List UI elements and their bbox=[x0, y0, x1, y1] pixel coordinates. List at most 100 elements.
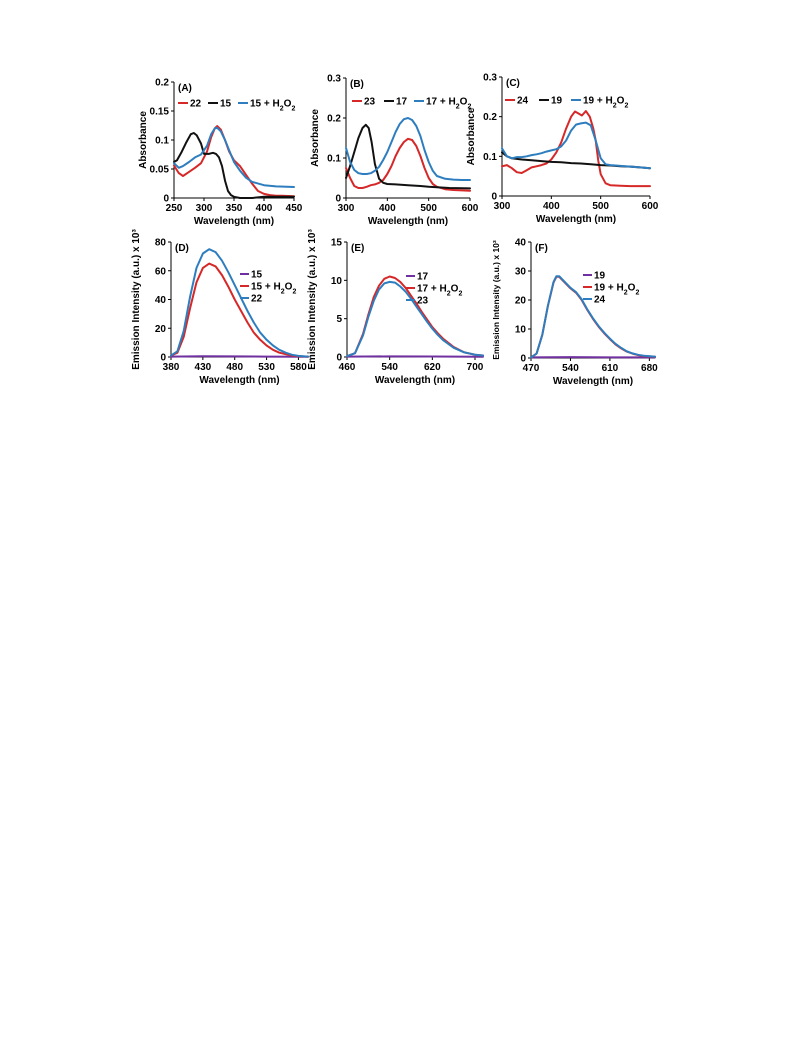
x-tick-label: 580 bbox=[290, 362, 307, 373]
panel-f: 470 540 610 680 0 10 20 30 40 Wavelength (nm) Emis… bbox=[491, 238, 658, 388]
x-tick-label: 540 bbox=[562, 363, 579, 374]
y-tick-label: 0.2 bbox=[327, 114, 341, 125]
legend: 22 15 15 + H2O2 bbox=[178, 99, 295, 113]
legend-entry: 19 bbox=[551, 96, 563, 107]
x-tick-label: 530 bbox=[258, 362, 275, 373]
panel-b: 300 400 500 600 0 0.1 0.2 0.3 Wavelength (nm) Abs… bbox=[310, 74, 479, 228]
x-tick-label: 470 bbox=[523, 363, 540, 374]
y-tick-label: 0 bbox=[336, 353, 342, 364]
x-tick-label: 620 bbox=[424, 362, 441, 373]
x-tick-label: 700 bbox=[467, 362, 484, 373]
panel-c: 300 400 500 600 0 0.1 0.2 0.3 Wavelength (nm) Abs… bbox=[466, 73, 659, 226]
legend-entry: 15 bbox=[251, 270, 263, 281]
x-tick-label: 600 bbox=[462, 203, 479, 214]
y-tick-label: 0 bbox=[160, 353, 166, 364]
series-line-b-2 bbox=[345, 117, 471, 181]
panel-label: (D) bbox=[175, 243, 189, 254]
y-tick-label: 0.1 bbox=[483, 152, 497, 163]
x-tick-label: 400 bbox=[543, 201, 560, 212]
y-tick-label: 10 bbox=[515, 325, 527, 336]
y-tick-label: 30 bbox=[515, 267, 527, 278]
y-axis-label: Absorbance bbox=[466, 107, 477, 165]
series-line-b-1 bbox=[345, 123, 471, 190]
panel-d: 380 430 480 530 580 0 20 40 60 80 Wavelength (nm) E… bbox=[131, 229, 309, 386]
y-tick-label: 0 bbox=[163, 194, 169, 205]
y-tick-label: 0 bbox=[491, 192, 497, 203]
y-tick-label: 0.05 bbox=[150, 165, 170, 176]
series-line-c-0 bbox=[501, 110, 651, 188]
panel-label: (C) bbox=[506, 78, 520, 89]
x-tick-label: 500 bbox=[592, 201, 609, 212]
y-axis-label: Absorbance bbox=[310, 109, 321, 167]
legend-entry: 15 + H2O2 bbox=[250, 99, 295, 113]
series-line-d-1 bbox=[170, 262, 309, 358]
legend-entry: 15 bbox=[220, 99, 232, 110]
panel-label: (F) bbox=[535, 243, 548, 254]
y-tick-label: 0 bbox=[335, 194, 341, 205]
x-tick-label: 350 bbox=[226, 203, 243, 214]
x-tick-label: 610 bbox=[602, 363, 619, 374]
x-tick-label: 380 bbox=[163, 362, 180, 373]
y-tick-label: 60 bbox=[155, 266, 167, 277]
y-tick-label: 80 bbox=[155, 238, 167, 249]
y-tick-label: 5 bbox=[336, 314, 342, 325]
y-tick-label: 0.15 bbox=[150, 107, 170, 118]
x-tick-label: 300 bbox=[338, 203, 355, 214]
x-tick-label: 540 bbox=[381, 362, 398, 373]
y-tick-label: 0.2 bbox=[483, 112, 497, 123]
panel-label: (B) bbox=[350, 79, 364, 90]
legend-entry: 24 bbox=[517, 96, 529, 107]
panel-label: (A) bbox=[178, 83, 192, 94]
x-axis-label: Wavelength (nm) bbox=[536, 214, 616, 225]
legend-entry: 19 + H2O2 bbox=[594, 283, 639, 297]
series-line-a-1 bbox=[173, 132, 295, 199]
y-axis-label: Emission Intensity (a.u.) x 10³ bbox=[491, 240, 501, 360]
x-tick-label: 600 bbox=[642, 201, 659, 212]
series-line-f-2 bbox=[530, 275, 656, 359]
y-tick-label: 0.2 bbox=[155, 78, 169, 89]
legend-entry: 24 bbox=[594, 295, 606, 306]
x-tick-label: 400 bbox=[379, 203, 396, 214]
legend-entry: 17 bbox=[396, 97, 408, 108]
y-tick-label: 40 bbox=[515, 238, 527, 249]
legend-entry: 22 bbox=[190, 99, 202, 110]
x-axis-label: Wavelength (nm) bbox=[368, 216, 448, 227]
legend-entry: 15 + H2O2 bbox=[251, 282, 296, 296]
x-tick-label: 430 bbox=[195, 362, 212, 373]
y-tick-label: 0.1 bbox=[327, 154, 341, 165]
y-tick-label: 20 bbox=[155, 324, 167, 335]
y-tick-label: 40 bbox=[155, 295, 167, 306]
x-tick-label: 400 bbox=[256, 203, 273, 214]
series-line-a-2 bbox=[173, 126, 295, 188]
x-tick-label: 300 bbox=[494, 201, 511, 212]
x-tick-label: 680 bbox=[641, 363, 658, 374]
panel-a: 250 300 350 400 450 0 0.05 0.1 0.15 0.2 Wavelength… bbox=[138, 78, 303, 228]
series-line-d-2 bbox=[170, 248, 309, 358]
legend-entry: 19 bbox=[594, 271, 606, 282]
legend-entry: 19 + H2O2 bbox=[583, 96, 628, 110]
x-axis-label: Wavelength (nm) bbox=[553, 376, 633, 387]
series-line-b-0 bbox=[345, 137, 471, 192]
legend: 23 17 17 + H2O2 bbox=[352, 97, 471, 111]
y-axis-label: Emission Intensity (a.u.) x 10³ bbox=[131, 229, 142, 370]
x-axis-label: Wavelength (nm) bbox=[194, 216, 274, 227]
legend: 24 19 19 + H2O2 bbox=[505, 96, 628, 110]
y-axis-label: Emission Intensity (a.u.) x 10³ bbox=[307, 229, 318, 370]
x-tick-label: 450 bbox=[286, 203, 303, 214]
panel-e: 460 540 620 700 0 5 10 15 Wavelength (nm) Emissio… bbox=[307, 229, 484, 386]
x-tick-label: 480 bbox=[226, 362, 243, 373]
y-tick-label: 0.3 bbox=[327, 74, 341, 85]
y-axis-label: Absorbance bbox=[138, 111, 149, 169]
series-line-c-2 bbox=[501, 121, 651, 170]
legend-entry: 22 bbox=[251, 294, 263, 305]
y-tick-label: 0.1 bbox=[155, 136, 169, 147]
y-tick-label: 20 bbox=[515, 296, 527, 307]
x-axis-label: Wavelength (nm) bbox=[199, 375, 279, 386]
legend-entry: 17 + H2O2 bbox=[426, 97, 471, 111]
legend-entry: 23 bbox=[364, 97, 376, 108]
series-line-e-2 bbox=[346, 280, 484, 358]
